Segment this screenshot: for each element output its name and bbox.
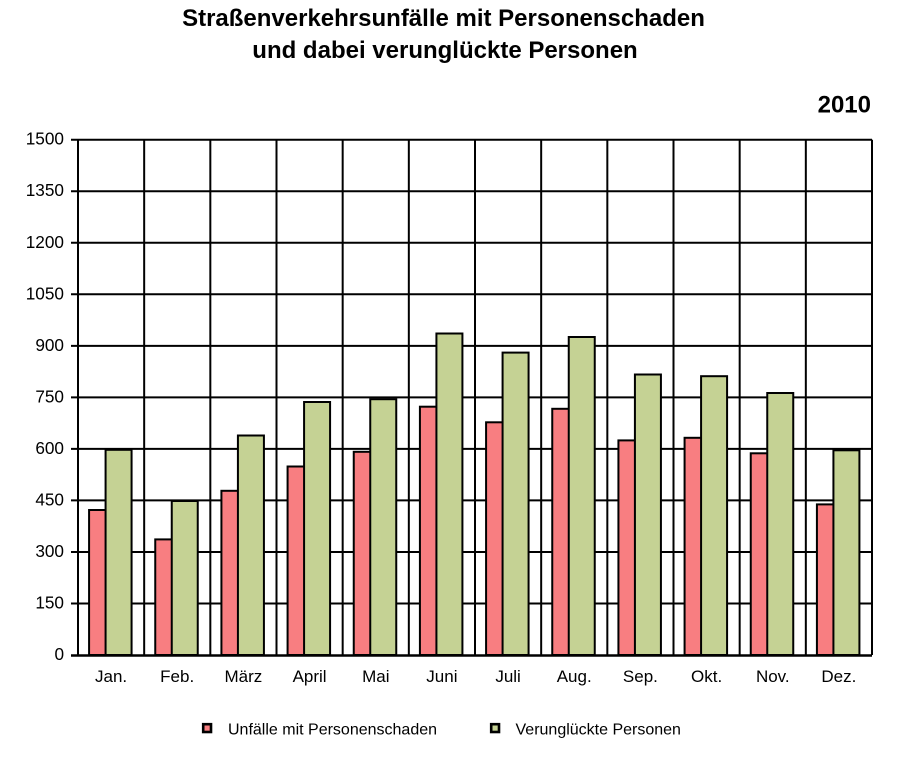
svg-text:Jan.: Jan. bbox=[95, 667, 127, 686]
svg-text:750: 750 bbox=[35, 386, 64, 406]
svg-text:Straßenverkehrsunfälle mit Per: Straßenverkehrsunfälle mit Personenschad… bbox=[182, 5, 705, 32]
svg-text:Sep.: Sep. bbox=[623, 667, 658, 686]
svg-text:und dabei verunglückte Persone: und dabei verunglückte Personen bbox=[252, 37, 637, 64]
svg-text:Mai: Mai bbox=[362, 667, 389, 686]
svg-text:1200: 1200 bbox=[26, 232, 64, 252]
svg-text:2010: 2010 bbox=[818, 92, 871, 119]
svg-text:März: März bbox=[225, 667, 263, 686]
svg-text:Aug.: Aug. bbox=[557, 667, 592, 686]
svg-text:Nov.: Nov. bbox=[756, 667, 790, 686]
svg-text:1500: 1500 bbox=[26, 129, 64, 149]
svg-text:150: 150 bbox=[35, 593, 64, 613]
svg-text:Unfälle mit Personenschaden: Unfälle mit Personenschaden bbox=[228, 722, 437, 739]
svg-text:Juni: Juni bbox=[426, 667, 457, 686]
svg-text:Juli: Juli bbox=[495, 667, 521, 686]
svg-text:450: 450 bbox=[35, 489, 64, 509]
svg-text:300: 300 bbox=[35, 541, 64, 561]
svg-text:April: April bbox=[293, 667, 327, 686]
svg-text:1350: 1350 bbox=[26, 180, 64, 200]
svg-text:1050: 1050 bbox=[26, 283, 64, 303]
svg-text:0: 0 bbox=[54, 644, 64, 664]
svg-text:Feb.: Feb. bbox=[160, 667, 194, 686]
svg-text:900: 900 bbox=[35, 335, 64, 355]
svg-text:600: 600 bbox=[35, 438, 64, 458]
svg-text:Okt.: Okt. bbox=[691, 667, 722, 686]
svg-text:Dez.: Dez. bbox=[821, 667, 856, 686]
svg-text:Verunglückte Personen: Verunglückte Personen bbox=[516, 722, 681, 739]
